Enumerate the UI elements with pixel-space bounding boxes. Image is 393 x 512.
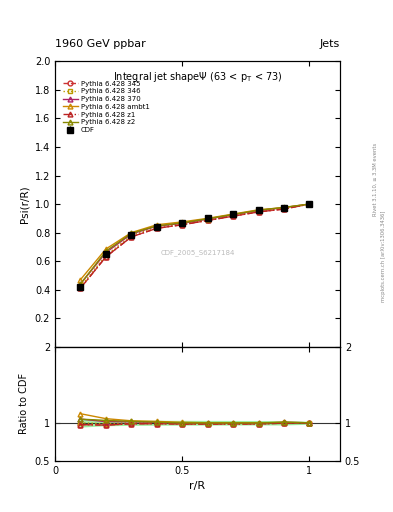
Pythia 6.428 ambt1	[154, 222, 159, 228]
Pythia 6.428 z1	[256, 209, 261, 215]
Pythia 6.428 346	[256, 208, 261, 215]
Pythia 6.428 z2	[282, 204, 286, 210]
Pythia 6.428 z2	[78, 281, 83, 287]
Pythia 6.428 ambt1	[180, 219, 185, 225]
Pythia 6.428 z1	[154, 225, 159, 231]
Pythia 6.428 370	[78, 281, 83, 287]
Pythia 6.428 346	[180, 221, 185, 227]
Pythia 6.428 ambt1	[205, 215, 210, 221]
Pythia 6.428 ambt1	[129, 229, 134, 236]
Pythia 6.428 346	[231, 212, 235, 219]
Pythia 6.428 345	[256, 209, 261, 215]
Pythia 6.428 z2	[205, 216, 210, 222]
Pythia 6.428 ambt1	[307, 201, 312, 207]
Pythia 6.428 345	[129, 234, 134, 240]
Text: CDF_2005_S6217184: CDF_2005_S6217184	[160, 249, 235, 256]
Pythia 6.428 346	[282, 205, 286, 211]
Pythia 6.428 370	[231, 211, 235, 218]
Pythia 6.428 370	[307, 201, 312, 207]
Text: Rivet 3.1.10, ≥ 3.3M events: Rivet 3.1.10, ≥ 3.3M events	[373, 142, 378, 216]
Pythia 6.428 z2	[103, 248, 108, 254]
Pythia 6.428 370	[103, 249, 108, 255]
Pythia 6.428 346	[103, 252, 108, 259]
Pythia 6.428 370	[180, 220, 185, 226]
Pythia 6.428 345	[307, 201, 312, 207]
Pythia 6.428 370	[205, 216, 210, 222]
Pythia 6.428 345	[282, 206, 286, 212]
Pythia 6.428 ambt1	[231, 211, 235, 217]
Pythia 6.428 z2	[256, 207, 261, 214]
Pythia 6.428 346	[154, 224, 159, 230]
Pythia 6.428 ambt1	[78, 276, 83, 283]
Pythia 6.428 z1	[282, 206, 286, 212]
X-axis label: r/R: r/R	[189, 481, 206, 491]
Pythia 6.428 345	[154, 225, 159, 231]
Pythia 6.428 346	[307, 201, 312, 207]
Pythia 6.428 370	[154, 223, 159, 229]
Text: mcplots.cern.ch [arXiv:1306.3436]: mcplots.cern.ch [arXiv:1306.3436]	[381, 210, 386, 302]
Pythia 6.428 346	[129, 232, 134, 239]
Line: Pythia 6.428 z2: Pythia 6.428 z2	[78, 202, 312, 286]
Line: Pythia 6.428 ambt1: Pythia 6.428 ambt1	[78, 202, 312, 282]
Text: Jets: Jets	[320, 38, 340, 49]
Pythia 6.428 z1	[205, 218, 210, 224]
Pythia 6.428 z1	[129, 234, 134, 240]
Line: Pythia 6.428 z1: Pythia 6.428 z1	[78, 202, 312, 291]
Pythia 6.428 370	[256, 207, 261, 214]
Line: Pythia 6.428 345: Pythia 6.428 345	[78, 202, 312, 291]
Pythia 6.428 ambt1	[256, 207, 261, 213]
Line: Pythia 6.428 370: Pythia 6.428 370	[78, 202, 312, 286]
Pythia 6.428 345	[103, 254, 108, 260]
Pythia 6.428 345	[78, 285, 83, 291]
Pythia 6.428 370	[282, 205, 286, 211]
Pythia 6.428 z1	[78, 285, 83, 291]
Text: 1960 GeV ppbar: 1960 GeV ppbar	[55, 38, 146, 49]
Pythia 6.428 z1	[180, 222, 185, 228]
Y-axis label: Psi(r/R): Psi(r/R)	[19, 185, 29, 223]
Pythia 6.428 ambt1	[103, 246, 108, 252]
Pythia 6.428 346	[78, 284, 83, 290]
Pythia 6.428 z2	[180, 220, 185, 226]
Pythia 6.428 345	[205, 218, 210, 224]
Pythia 6.428 z2	[129, 230, 134, 237]
Pythia 6.428 z1	[231, 213, 235, 219]
Pythia 6.428 z1	[307, 201, 312, 207]
Pythia 6.428 345	[180, 222, 185, 228]
Pythia 6.428 345	[231, 213, 235, 219]
Pythia 6.428 z2	[231, 211, 235, 218]
Legend: Pythia 6.428 345, Pythia 6.428 346, Pythia 6.428 370, Pythia 6.428 ambt1, Pythia: Pythia 6.428 345, Pythia 6.428 346, Pyth…	[61, 79, 151, 134]
Pythia 6.428 z1	[103, 254, 108, 260]
Pythia 6.428 z2	[307, 201, 312, 207]
Line: Pythia 6.428 346: Pythia 6.428 346	[78, 202, 312, 289]
Y-axis label: Ratio to CDF: Ratio to CDF	[19, 373, 29, 434]
Text: Integral jet shape$\Psi$ (63 < p$_\mathregular{T}$ < 73): Integral jet shape$\Psi$ (63 < p$_\mathr…	[113, 70, 282, 84]
Pythia 6.428 z2	[154, 223, 159, 229]
Pythia 6.428 370	[129, 231, 134, 237]
Pythia 6.428 346	[205, 217, 210, 223]
Pythia 6.428 ambt1	[282, 205, 286, 211]
